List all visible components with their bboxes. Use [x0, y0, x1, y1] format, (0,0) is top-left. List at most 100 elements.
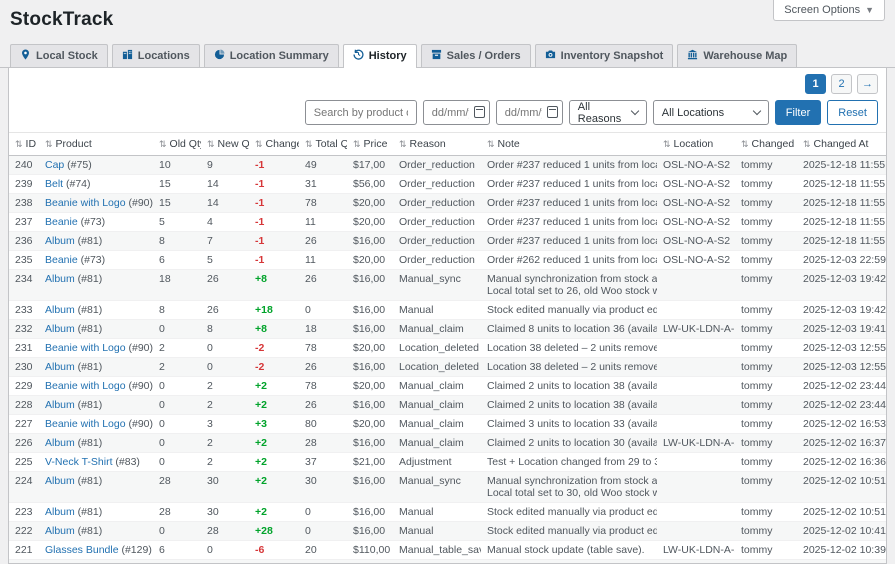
note-text: Stock edited manually via product edit s…	[487, 304, 657, 316]
column-header-new-qty[interactable]: ⇅New Qty	[201, 132, 249, 156]
tab-history[interactable]: History	[342, 44, 417, 68]
pagination-page-1[interactable]: 1	[805, 74, 826, 94]
product-link[interactable]: Glasses Bundle	[45, 544, 119, 556]
change-value: +18	[255, 304, 273, 316]
cell-new-qty: 2	[201, 376, 249, 396]
tab-sales-orders[interactable]: Sales / Orders	[420, 44, 531, 67]
cell-location: LW-UK-LDN-A-S1	[657, 433, 735, 453]
tab-warehouse-map[interactable]: Warehouse Map	[677, 44, 798, 67]
table-row: 231 Beanie with Logo (#90) 2 0 -2 78 $20,00 Loc…	[9, 338, 886, 358]
product-link[interactable]: V-Neck T-Shirt	[45, 456, 113, 468]
product-link[interactable]: Beanie	[45, 216, 78, 228]
column-header-old-qty[interactable]: ⇅Old Qty	[153, 132, 201, 156]
column-header-product[interactable]: ⇅ Product	[39, 132, 153, 156]
note-text: Claimed 2 units to location 38 (availabl…	[487, 399, 657, 411]
cell-reason: Adjustment	[393, 452, 481, 472]
calendar-icon[interactable]	[473, 106, 485, 118]
pagination-next-button[interactable]: →	[857, 74, 878, 94]
cell-price: $16,00	[347, 319, 393, 339]
product-link[interactable]: Cap	[45, 159, 65, 171]
cell-old-qty: 18	[153, 269, 201, 301]
product-link[interactable]: Belt	[45, 178, 64, 190]
column-header-change[interactable]: ⇅ Change	[249, 132, 299, 156]
column-header-changed-at[interactable]: ⇅ Changed At	[797, 132, 886, 156]
product-link[interactable]: Album	[45, 506, 75, 518]
cell-changed-at: 2025-12-02 10:51:22	[797, 471, 886, 503]
cell-old-qty: 0	[153, 521, 201, 541]
product-link[interactable]: Album	[45, 323, 75, 335]
note-text: Location 38 deleted – 2 units removed fr…	[487, 361, 657, 373]
cell-product: Levis T-shirt (#210)	[39, 559, 153, 563]
page-title: StockTrack	[10, 9, 114, 30]
column-header-note[interactable]: ⇅ Note	[481, 132, 657, 156]
search-input[interactable]	[304, 100, 417, 125]
table-row: 239 Belt (#74) 15 14 -1 31 $56,00 Order_reducti…	[9, 174, 886, 194]
cell-total-qty: 28	[299, 433, 347, 453]
column-header-changed-by[interactable]: ⇅Changed By	[735, 132, 797, 156]
cell-id: 232	[9, 319, 39, 339]
product-link[interactable]: Beanie with Logo	[45, 197, 126, 209]
note-text: Order #237 reduced 1 units from location…	[487, 197, 657, 209]
reset-button[interactable]: Reset	[827, 100, 878, 125]
change-value: -6	[255, 544, 265, 556]
cell-product: Beanie with Logo (#90)	[39, 338, 153, 358]
product-link[interactable]: Beanie with Logo	[45, 418, 126, 430]
cell-note: Manual stock update (table save).	[481, 559, 657, 563]
pagination-page-2[interactable]: 2	[831, 74, 852, 94]
cell-id: 223	[9, 502, 39, 522]
change-value: +3	[255, 418, 267, 430]
calendar-icon[interactable]	[546, 106, 558, 118]
location-select[interactable]: All Locations	[652, 100, 769, 125]
change-value: -1	[255, 159, 265, 171]
product-link[interactable]: Beanie with Logo	[45, 380, 126, 392]
column-header-location[interactable]: ⇅ Location	[657, 132, 735, 156]
cell-old-qty: 28	[153, 471, 201, 503]
product-link[interactable]: Album	[45, 525, 75, 537]
cell-change: -1	[249, 231, 299, 251]
cell-product: Album (#81)	[39, 471, 153, 503]
tab-local-stock[interactable]: Local Stock	[10, 44, 108, 67]
product-link[interactable]: Beanie	[45, 254, 78, 266]
table-row: 225 V-Neck T-Shirt (#83) 0 2 +2 37 $21,00 Adjus…	[9, 452, 886, 472]
cell-new-qty: 26	[201, 269, 249, 301]
column-header-price[interactable]: ⇅ Price	[347, 132, 393, 156]
product-link[interactable]: Album	[45, 304, 75, 316]
screen-options-button[interactable]: Screen Options ▼	[773, 0, 885, 21]
cell-changed-at: 2025-12-02 16:36:13	[797, 452, 886, 472]
chevron-down-icon: ▼	[865, 5, 874, 15]
cell-change: +2	[249, 376, 299, 396]
pagination: 1 2 →	[17, 74, 878, 94]
product-link[interactable]: Beanie with Logo	[45, 342, 126, 354]
reason-select[interactable]: All Reasons	[568, 100, 647, 125]
cell-new-qty: 7	[201, 231, 249, 251]
sort-icon: ⇅	[487, 139, 495, 149]
product-link[interactable]: Album	[45, 361, 75, 373]
date-to-input[interactable]	[495, 100, 563, 125]
date-from-input[interactable]	[422, 100, 490, 125]
filter-button[interactable]: Filter	[774, 100, 822, 125]
cell-total-qty: 78	[299, 338, 347, 358]
column-header-reason[interactable]: ⇅ Reason	[393, 132, 481, 156]
cell-changed-by: tommy	[735, 319, 797, 339]
cell-total-qty: 26	[299, 231, 347, 251]
buildings-icon	[122, 49, 133, 63]
tab-locations[interactable]: Locations	[111, 44, 200, 67]
cell-product: Album (#81)	[39, 269, 153, 301]
sort-icon: ⇅	[663, 139, 671, 149]
product-link[interactable]: Album	[45, 437, 75, 449]
product-link[interactable]: Album	[45, 399, 75, 411]
cell-changed-at: 2025-12-03 19:42:03	[797, 300, 886, 320]
product-link[interactable]: Album	[45, 235, 75, 247]
cell-reason: Manual_claim	[393, 433, 481, 453]
cell-change: +3	[249, 414, 299, 434]
tab-inventory-snapshot[interactable]: Inventory Snapshot	[534, 44, 674, 67]
column-header-id[interactable]: ⇅ ID	[9, 132, 39, 156]
cell-note: Location 38 deleted – 2 units removed fr…	[481, 338, 657, 358]
product-link[interactable]: Album	[45, 273, 75, 285]
product-id: (#81)	[74, 475, 103, 487]
tab-location-summary[interactable]: Location Summary	[203, 44, 339, 67]
cell-product: Glasses Bundle (#129)	[39, 540, 153, 560]
orders-box-icon	[431, 49, 442, 63]
column-header-total-qty[interactable]: ⇅Total Qty	[299, 132, 347, 156]
product-link[interactable]: Album	[45, 475, 75, 487]
